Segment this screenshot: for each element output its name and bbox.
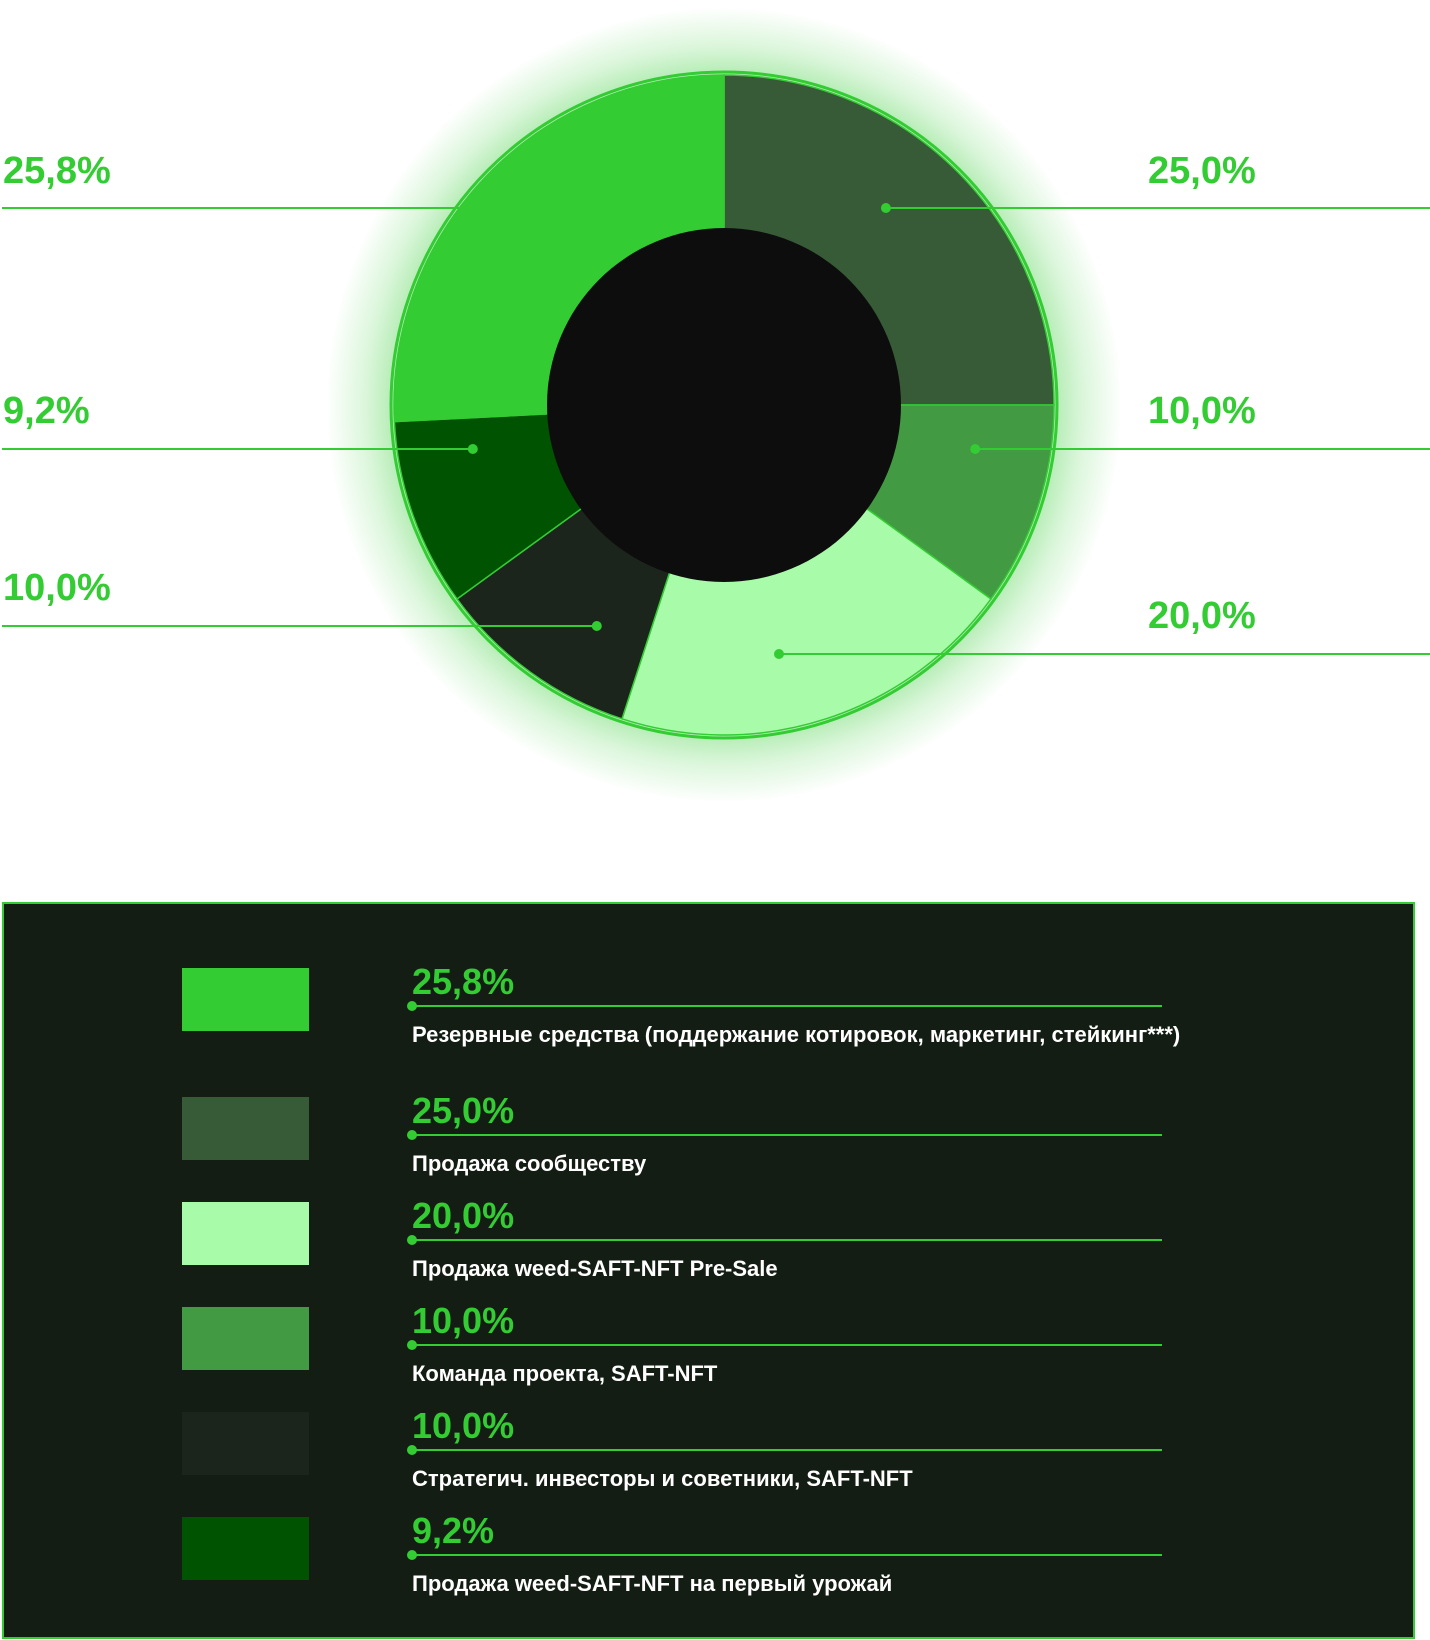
legend-underline	[412, 1449, 1162, 1451]
data-label-2: 20,0%	[1148, 595, 1256, 637]
legend-underline	[412, 1005, 1162, 1007]
legend-swatch	[182, 1412, 309, 1475]
legend-dot	[407, 1340, 417, 1350]
legend-item: 10,0% Стратегич. инвесторы и советники, S…	[4, 1406, 1413, 1512]
legend-label: Продажа weed-SAFT-NFT на первый урожай	[412, 1571, 893, 1596]
legend-percent: 9,2%	[412, 1510, 495, 1551]
legend-swatch	[182, 968, 309, 1031]
legend-underline	[412, 1134, 1162, 1136]
legend-percent: 20,0%	[412, 1195, 515, 1236]
legend-label: Продажа сообществу	[412, 1151, 647, 1176]
legend-panel: 25,8% Резервные средства (поддержание кот…	[2, 902, 1415, 1639]
legend-label: Команда проекта, SAFT-NFT	[412, 1361, 718, 1386]
data-label-4: 9,2%	[3, 390, 90, 432]
donut-hole	[547, 228, 901, 582]
legend-label: Продажа weed-SAFT-NFT Pre-Sale	[412, 1256, 778, 1281]
legend-item: 25,8% Резервные средства (поддержание кот…	[4, 962, 1413, 1068]
data-label-0: 25,0%	[1148, 150, 1256, 192]
legend-label: Резервные средства (поддержание котирово…	[412, 1022, 1181, 1047]
callout-dot-3	[591, 621, 602, 631]
legend-percent: 25,8%	[412, 961, 515, 1002]
legend-dot	[407, 1001, 417, 1011]
donut-chart: 25,0% 10,0% 20,0% 10,0% 9,2% 25,8%	[2, 7, 1430, 803]
callout-dot-0	[880, 203, 891, 213]
legend-underline	[412, 1554, 1162, 1556]
legend-percent: 25,0%	[412, 1090, 515, 1131]
data-label-5: 25,8%	[3, 150, 111, 192]
legend-item: 10,0% Команда проекта, SAFT-NFT	[4, 1301, 1413, 1407]
legend-item: 9,2% Продажа weed-SAFT-NFT на первый урож…	[4, 1511, 1413, 1617]
legend-dot	[407, 1130, 417, 1140]
data-label-1: 10,0%	[1148, 390, 1256, 432]
legend-percent: 10,0%	[412, 1405, 515, 1446]
legend-dot	[407, 1445, 417, 1455]
legend-swatch	[182, 1307, 309, 1370]
legend-swatch	[182, 1097, 309, 1160]
legend-percent: 10,0%	[412, 1300, 515, 1341]
callout-dot-1	[970, 444, 981, 454]
legend-dot	[407, 1550, 417, 1560]
donut-ring-outline	[389, 70, 1059, 740]
legend-underline	[412, 1239, 1162, 1241]
legend-item: 25,0% Продажа сообществу	[4, 1091, 1413, 1197]
legend-label: Стратегич. инвесторы и советники, SAFT-N…	[412, 1466, 913, 1491]
legend-dot	[407, 1235, 417, 1245]
callout-dot-2	[773, 649, 784, 659]
legend-swatch	[182, 1517, 309, 1580]
data-label-3: 10,0%	[3, 567, 111, 609]
callout-dot-4	[467, 444, 478, 454]
legend-swatch	[182, 1202, 309, 1265]
legend-underline	[412, 1344, 1162, 1346]
legend-item: 20,0% Продажа weed-SAFT-NFT Pre-Sale	[4, 1196, 1413, 1302]
